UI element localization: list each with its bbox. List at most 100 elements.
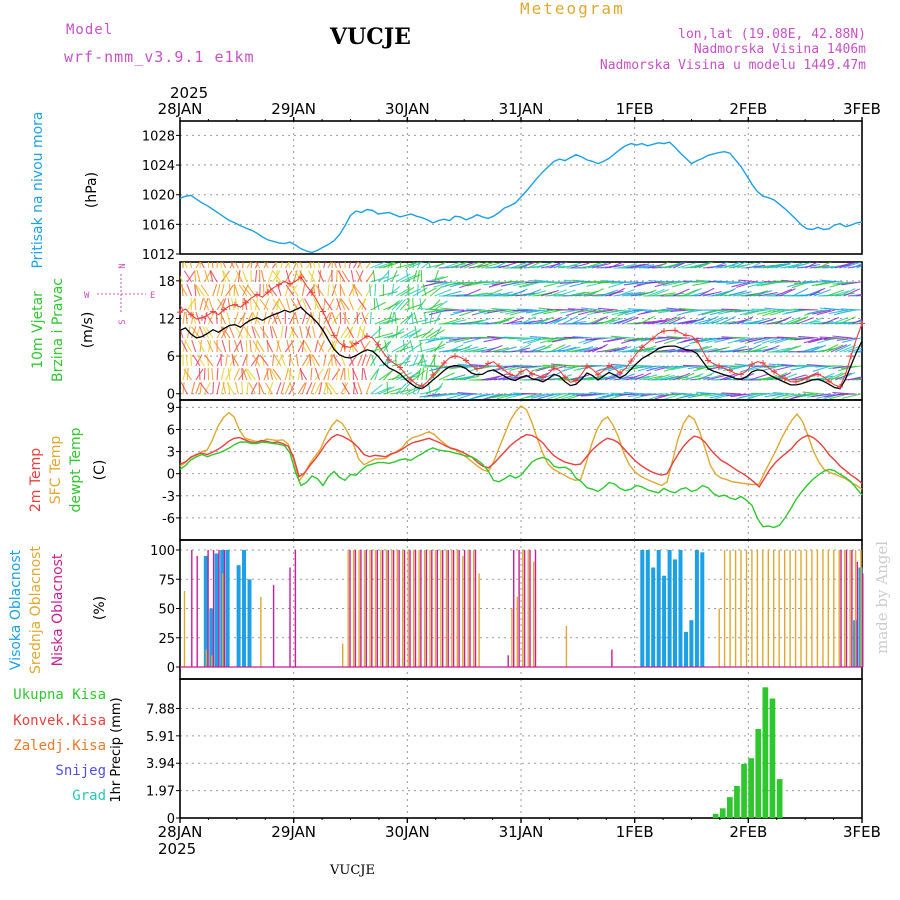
wind-barb [284,284,290,297]
wind-barb [180,382,188,395]
wind-barb [416,262,421,269]
mid-cloud-bar [363,550,366,667]
wind-barb [276,298,280,311]
wind-barb [280,326,284,339]
wind-barb [180,326,184,339]
high-cloud-bar [689,620,694,667]
wind-barb [286,339,291,353]
wind-barb [839,316,856,325]
low-cloud-bar [398,550,400,667]
wind-barb [434,326,442,339]
wind-barb [410,311,414,325]
mid-cloud-bar [854,550,857,667]
wind-barb [660,375,680,381]
wind-barb [583,262,602,269]
wind-barb [374,368,380,381]
wind-barb [255,368,261,381]
cloud-tick-label: 0 [167,661,175,676]
wind-barb [481,375,501,381]
wind-barb [725,393,746,397]
low-cloud-bar [365,550,367,667]
wind-barb [365,354,372,367]
wind-barb [783,345,802,353]
wind-barb [194,297,197,311]
mid-cloud-bar [222,573,224,667]
wind-barb [464,319,484,325]
mid-cloud-bar [440,550,442,667]
wind-barb [416,270,420,283]
bottom-date-label: 2FEB [729,823,767,841]
wind-barb [570,316,588,325]
wind-barb [278,298,286,311]
wind-barb [792,316,809,325]
station-title: VUCJE [329,24,411,50]
wind-barb [252,298,261,311]
wind-barb [698,262,714,269]
wind-barb [542,364,563,367]
mid-cloud-bar [778,550,780,667]
wind-barb [852,378,862,381]
wind-barb [249,339,252,353]
wind-barb [190,297,193,311]
wind-barb [429,354,437,367]
wind-barb [830,344,848,353]
top-date-label: 28JAN [158,100,203,118]
wind-barb [464,262,481,269]
wind-barb [267,270,274,283]
wind-barb [587,288,604,297]
wind-barb [634,372,652,381]
wind-barb [370,354,376,367]
wind-barb [391,312,395,325]
wind-barb [342,312,350,325]
mid-cloud-bar [352,550,355,667]
wind-barb [504,281,525,286]
pressure-tick-label: 1028 [142,129,175,144]
wind-barb [357,382,363,395]
wind-barb [370,262,387,269]
wind-barb [391,327,405,339]
wind-barb [661,308,682,311]
wind-barb [728,345,747,353]
wind-barb [816,309,836,316]
wind-barb [181,283,184,297]
wind-barb [384,339,389,353]
wind-barb [545,316,563,325]
wind-barb [267,312,273,325]
wind-barb [592,262,611,269]
wind-barb [562,315,578,325]
wind-barb [813,321,834,325]
wind-barb [387,299,401,311]
wind-barb [771,347,791,353]
wind-barb [494,291,514,297]
wind-barb [220,353,222,367]
wind-barb [258,382,265,395]
wind-barb [553,344,571,353]
wind-barb [280,382,286,395]
precip-bar [776,779,783,818]
wind-barb [429,285,443,297]
wind-barb [805,345,823,353]
wind-barb [656,348,676,353]
wind-barb [228,326,235,339]
wind-barb [694,318,713,325]
wind-barb [519,262,537,269]
wind-barb [435,281,456,285]
precip-bar [719,808,726,818]
wind-barb [203,270,212,283]
wind-barb [419,337,439,342]
wind-barb [341,270,350,283]
wind-barb [198,367,201,381]
wind-barb [233,284,239,297]
wind-barb [493,317,512,325]
high-cloud-bar [656,550,661,667]
wind-barb [653,309,674,313]
wind-barb [694,345,713,353]
wind-barb [229,262,235,269]
wind-barb [429,299,441,311]
wind-barb [579,290,598,297]
wind-barb [350,270,355,283]
wind-barb [361,312,367,325]
wind-barb [196,269,201,283]
wind-barb [280,262,283,269]
wind-barb [837,309,857,315]
